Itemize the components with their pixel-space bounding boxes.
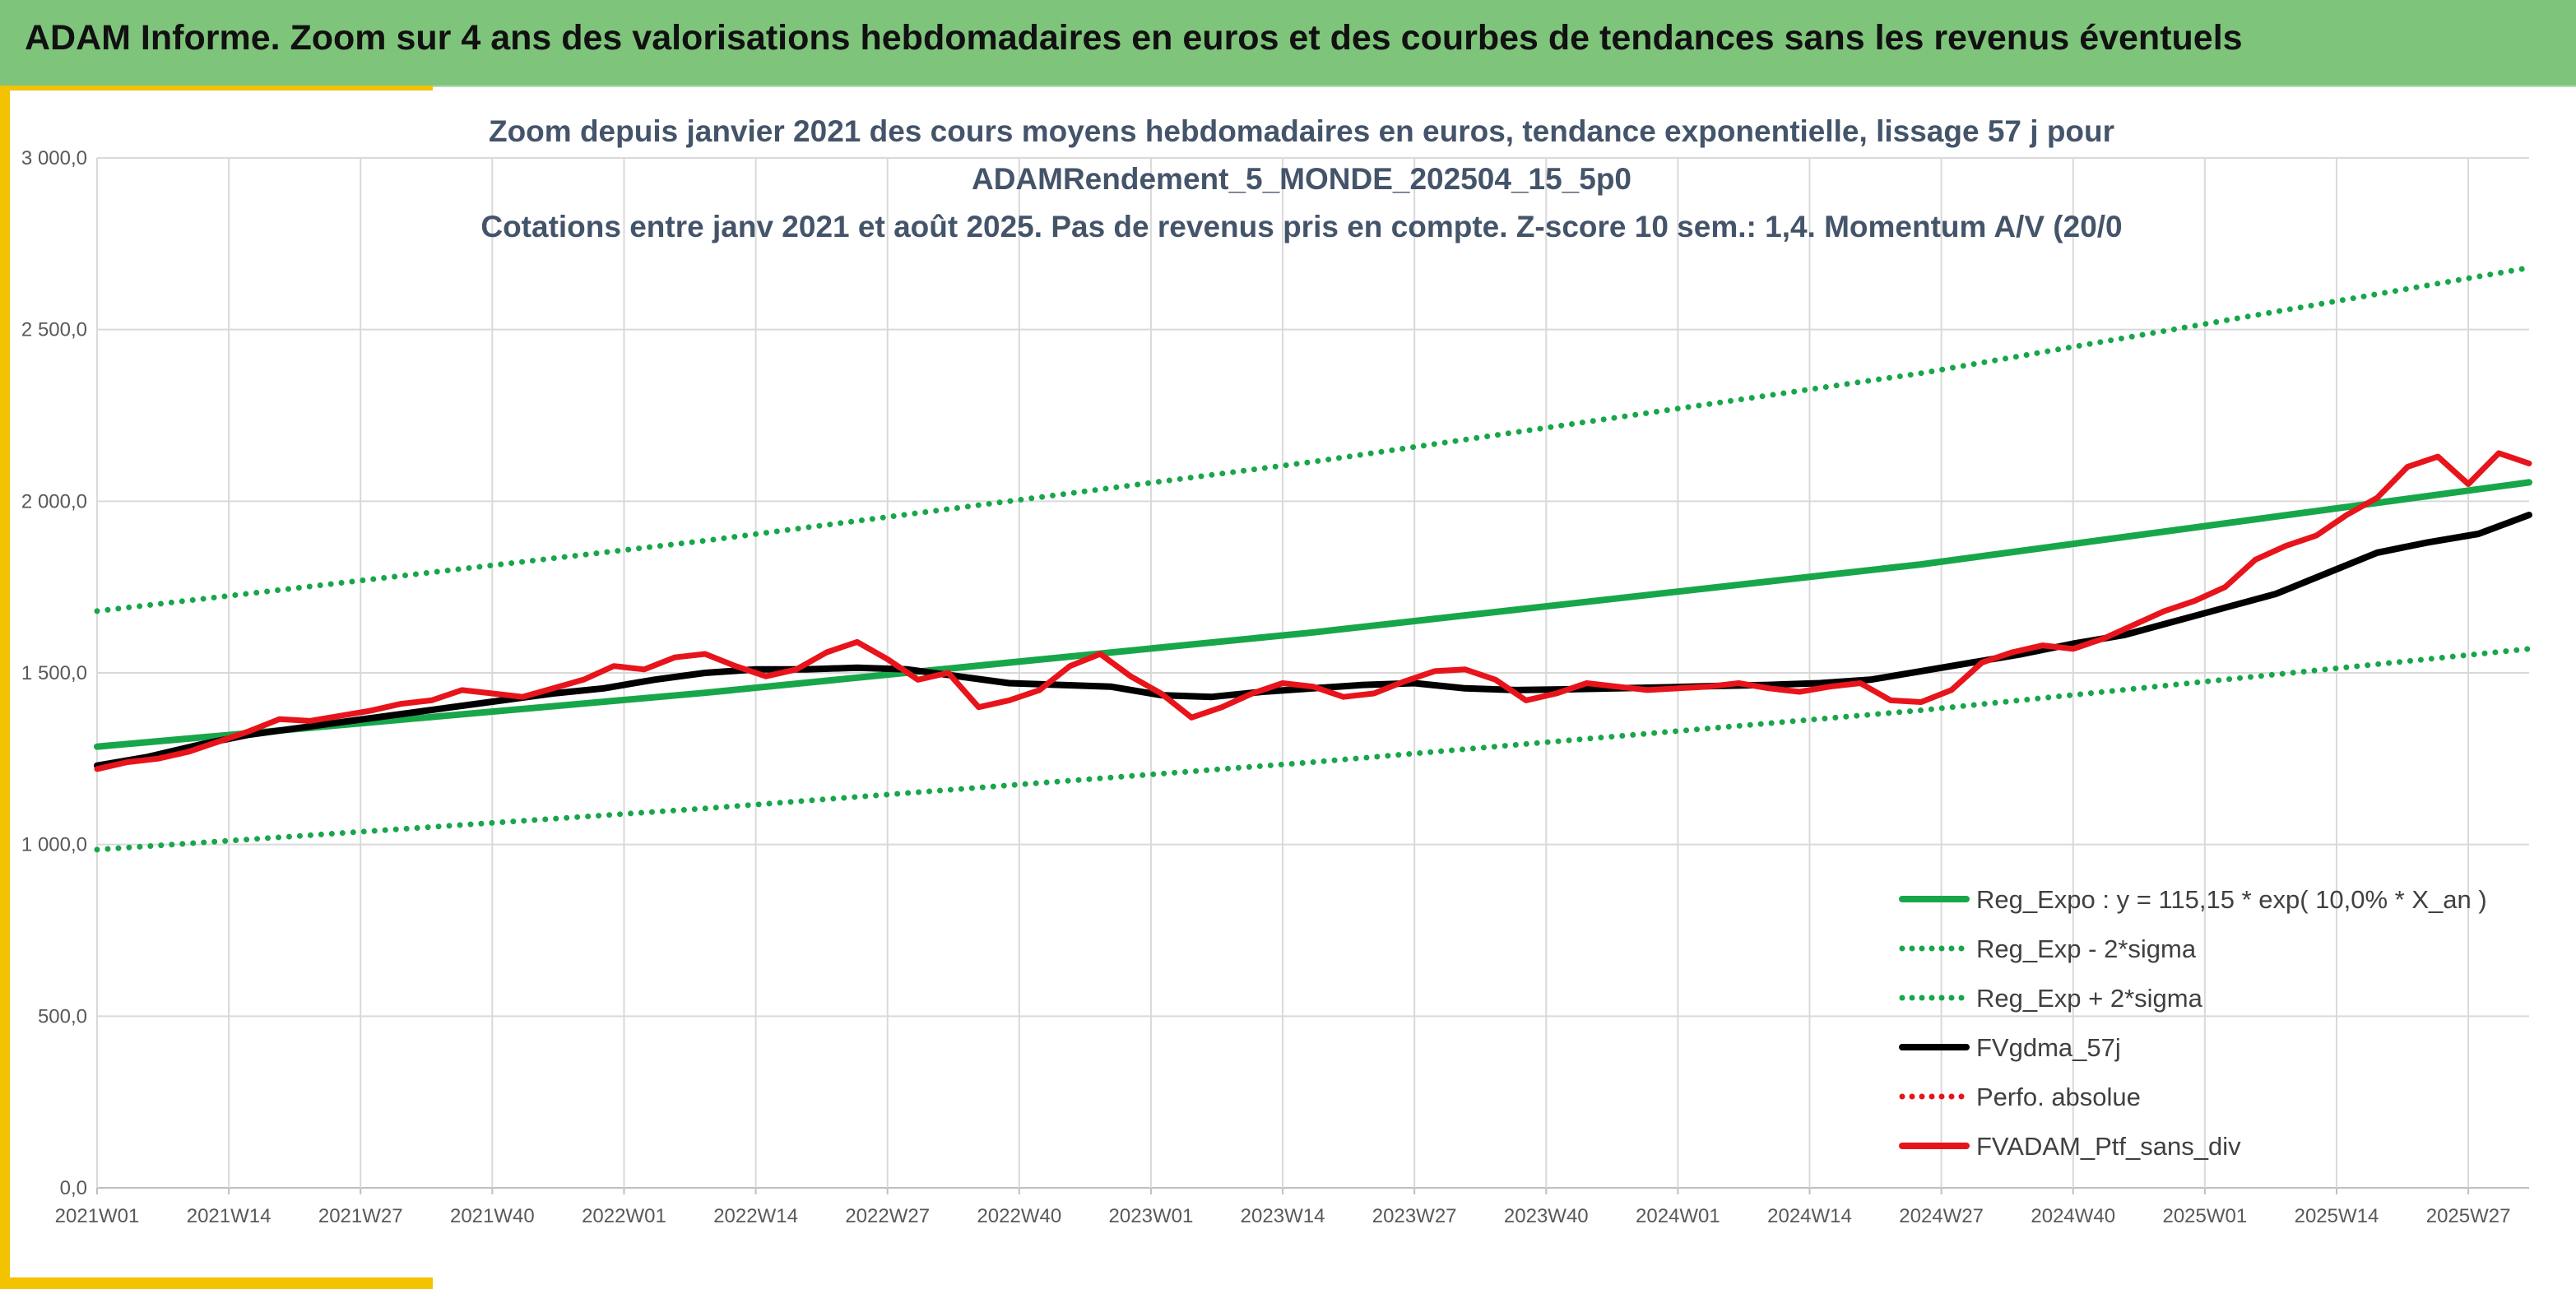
- series-line-1: [94, 479, 2532, 750]
- x-tick-label: 2023W01: [1109, 1205, 1194, 1227]
- x-tick-label: 2022W40: [977, 1205, 1061, 1227]
- y-tick-label: 1 000,0: [21, 834, 87, 856]
- x-tick-label: 2025W01: [2162, 1205, 2247, 1227]
- x-tick-label: 2022W01: [582, 1205, 666, 1227]
- y-tick-label: 0,0: [60, 1177, 87, 1199]
- y-tick-label: 2 000,0: [21, 490, 87, 512]
- legend-label: FVgdma_57j: [1976, 1033, 2121, 1062]
- x-tick-label: 2021W27: [318, 1205, 403, 1227]
- legend-label: Perfo. absolue: [1976, 1083, 2141, 1111]
- accent-bar-top: [0, 86, 433, 90]
- header-banner: ADAM Informe. Zoom sur 4 ans des valoris…: [0, 0, 2576, 87]
- chart-title-line: ADAMRendement_5_MONDE_202504_15_5p0: [972, 162, 1631, 196]
- x-tick-label: 2021W14: [187, 1205, 272, 1227]
- x-tick-label: 2024W40: [2031, 1205, 2115, 1227]
- legend-label: Reg_Expo : y = 115,15 * exp( 10,0% * X_a…: [1976, 885, 2487, 914]
- chart-title-line: Zoom depuis janvier 2021 des cours moyen…: [489, 114, 2114, 148]
- x-tick-label: 2021W40: [450, 1205, 535, 1227]
- y-tick-label: 500,0: [38, 1005, 87, 1027]
- x-tick-label: 2023W27: [1372, 1205, 1457, 1227]
- series-lines: [94, 265, 2532, 853]
- x-tick-label: 2024W14: [1767, 1205, 1852, 1227]
- x-tick-label: 2023W14: [1241, 1205, 1325, 1227]
- y-tick-label: 2 500,0: [21, 319, 87, 341]
- x-tick-label: 2025W14: [2295, 1205, 2379, 1227]
- y-axis-ticks: 0,0 500,0 1 000,0 1 500,0 2 000,0 2 500,0 3 00…: [21, 147, 87, 1199]
- x-tick-label: 2025W27: [2426, 1205, 2511, 1227]
- x-axis-ticks: 2021W01 2021W14 2021W27 2021W40 2022W01 2022W…: [55, 1188, 2511, 1227]
- legend-label: Reg_Exp - 2*sigma: [1976, 934, 2197, 963]
- series-line-3: [94, 265, 2532, 614]
- chart-legend: Reg_Expo : y = 115,15 * exp( 10,0% * X_a…: [1899, 885, 2487, 1161]
- chart-title: Zoom depuis janvier 2021 des cours moyen…: [480, 114, 2122, 243]
- chart-panel: Zoom depuis janvier 2021 des cours moyen…: [10, 90, 2576, 1277]
- y-tick-label: 1 500,0: [21, 662, 87, 684]
- line-chart: Zoom depuis janvier 2021 des cours moyen…: [21, 114, 2532, 1227]
- series-line-6: [94, 450, 2532, 772]
- y-tick-label: 3 000,0: [21, 147, 87, 169]
- legend-label: Reg_Exp + 2*sigma: [1976, 984, 2203, 1013]
- series-line-2: [94, 646, 2532, 853]
- x-tick-label: 2022W14: [713, 1205, 798, 1227]
- accent-bar-left: [0, 86, 10, 1289]
- grid: [96, 157, 2529, 1189]
- x-tick-label: 2024W27: [1899, 1205, 1984, 1227]
- legend-label: FVADAM_Ptf_sans_div: [1976, 1132, 2241, 1161]
- accent-bar-bottom: [0, 1277, 433, 1289]
- x-tick-label: 2024W01: [1636, 1205, 1720, 1227]
- x-tick-label: 2021W01: [55, 1205, 140, 1227]
- chart-title-line: Cotations entre janv 2021 et août 2025. …: [480, 210, 2122, 243]
- page-title: ADAM Informe. Zoom sur 4 ans des valoris…: [25, 18, 2243, 58]
- series-line-4: [94, 512, 2532, 769]
- x-tick-label: 2023W40: [1504, 1205, 1589, 1227]
- x-tick-label: 2022W27: [845, 1205, 930, 1227]
